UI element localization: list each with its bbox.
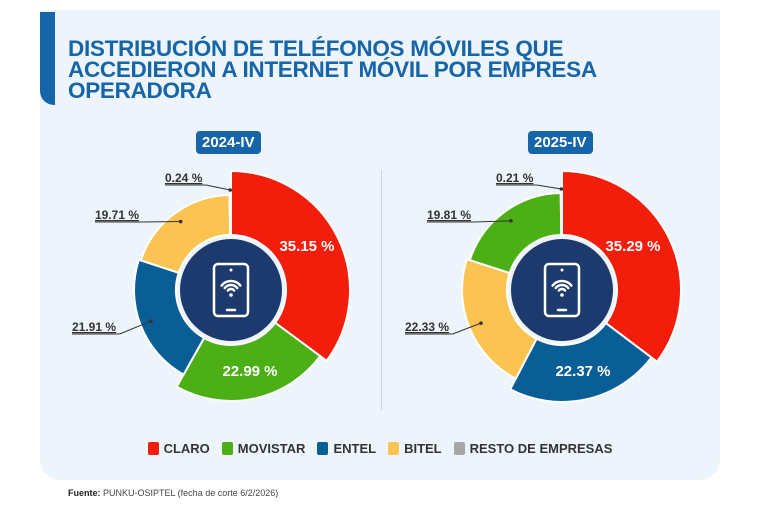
slice-entel [133,258,206,376]
data-label: 22.33 % [405,320,449,334]
data-label: 0.21 % [496,171,534,185]
leader-dot [479,321,483,325]
data-label: 35.15 % [279,238,334,255]
period-badge-2024: 2024-IV [196,131,261,154]
data-label: 19.81 % [427,208,471,222]
leader-dot [228,188,233,192]
leader-line [452,322,482,335]
data-label: 35.29 % [605,238,660,255]
data-label: 21.91 % [72,320,116,334]
leader-dot [149,319,153,323]
source-note: Fuente: PUNKU-OSIPTEL (fecha de corte 6/… [68,488,279,498]
slice-resto-de-empresas [559,191,563,237]
legend-swatch [317,442,329,455]
accent-bar [40,12,55,105]
legend-item-movistar: MOVISTAR [221,441,305,456]
slice-movistar [175,321,322,402]
slice-bitel [461,257,538,381]
data-label: 22.99 % [222,363,277,380]
chart-title: DISTRIBUCIÓN DE TELÉFONOS MÓVILES QUE AC… [68,36,596,103]
legend-item-bitel: BITEL [388,441,442,456]
legend-item-claro: CLARO [147,441,210,456]
slice-entel [508,321,653,403]
data-label: 22.37 % [555,363,610,380]
data-label: 0.24 % [165,171,203,185]
legend-item-resto: RESTO DE EMPRESAS [453,441,612,456]
legend-swatch [453,442,465,455]
legend: CLARO MOVISTAR ENTEL BITEL RESTO DE EMPR… [0,441,760,456]
slice-claro [230,169,351,363]
leader-dot [509,218,513,223]
leader-line [119,320,152,335]
slice-resto-de-empresas [228,193,232,237]
leader-line [474,220,511,223]
legend-swatch [388,442,400,455]
leader-dot [559,187,564,191]
divider [381,170,382,410]
leader-dot [178,219,183,224]
slice-claro [561,169,682,364]
legend-swatch [147,442,159,455]
legend-swatch [221,442,233,455]
period-badge-2025: 2025-IV [528,131,593,154]
phone-wifi-icon [543,262,581,318]
leader-line [205,184,231,191]
phone-wifi-icon [212,262,250,318]
leader-line [536,184,562,190]
data-label: 19.71 % [95,208,139,222]
legend-item-entel: ENTEL [317,441,376,456]
